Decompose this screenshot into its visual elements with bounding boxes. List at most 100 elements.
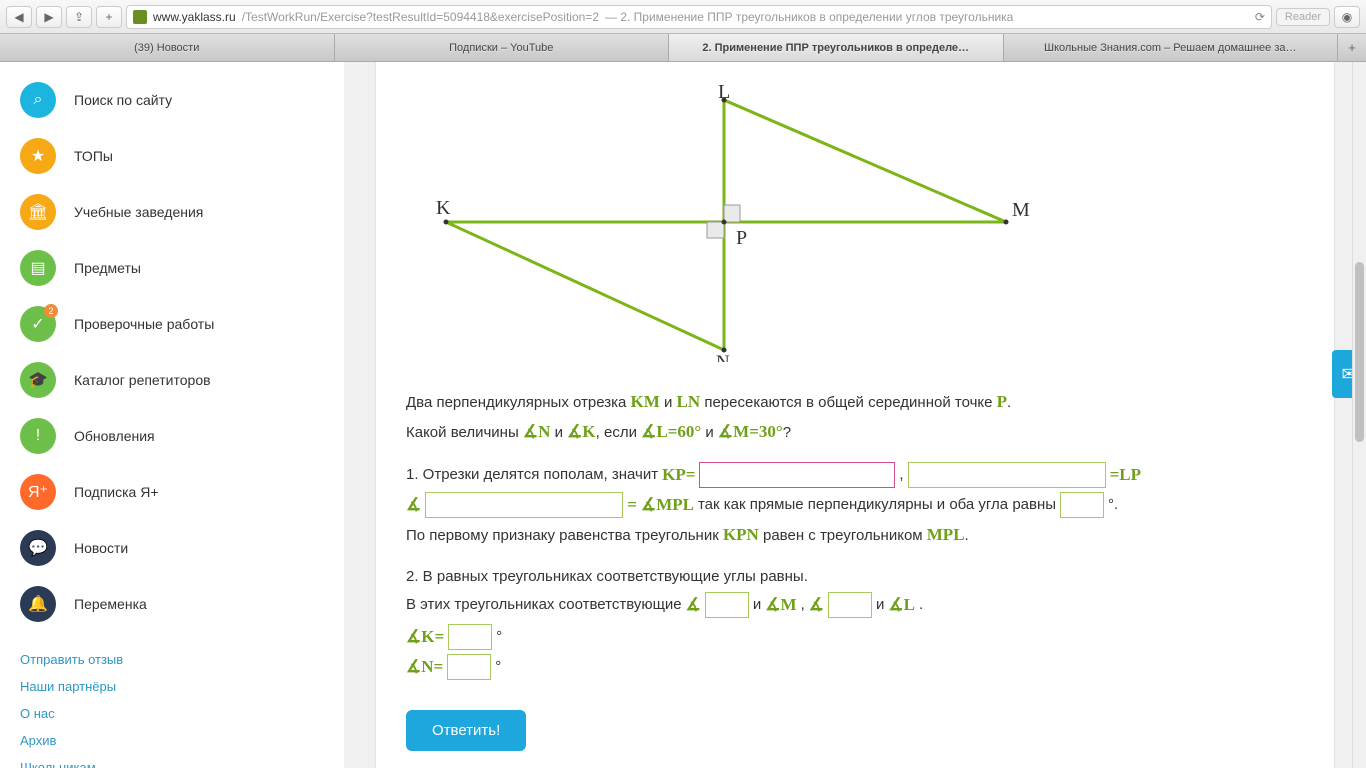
- forward-button[interactable]: ▶: [36, 6, 62, 28]
- tab-1[interactable]: Подписки – YouTube: [335, 34, 670, 61]
- text: так как прямые перпендикулярны и оба угл…: [698, 494, 1056, 517]
- sidebar-item-label: Предметы: [74, 260, 141, 276]
- sidebar-item-1[interactable]: ★ ТОПы: [0, 128, 344, 184]
- input-kp[interactable]: [699, 462, 895, 488]
- text: и: [660, 394, 677, 411]
- settings-button[interactable]: ◉: [1334, 6, 1360, 28]
- problem-text: Два перпендикулярных отрезка KM и LN пер…: [406, 389, 1304, 751]
- url-path: /TestWorkRun/Exercise?testResultId=50944…: [242, 10, 599, 24]
- sidebar-item-label: Поиск по сайту: [74, 92, 172, 108]
- sidebar-item-3[interactable]: ▤Предметы: [0, 240, 344, 296]
- sidebar-links: Отправить отзывНаши партнёрыО насАрхивШк…: [0, 632, 344, 768]
- var-lp: =LP: [1110, 462, 1141, 488]
- text: По первому признаку равенства треугольни…: [406, 527, 723, 544]
- search-icon: ⌕: [20, 82, 56, 118]
- sidebar-link-0[interactable]: Отправить отзыв: [20, 646, 324, 673]
- reload-icon[interactable]: ⟳: [1255, 10, 1265, 24]
- text: .: [965, 527, 969, 544]
- sidebar-item-9[interactable]: 🔔Переменка: [0, 576, 344, 632]
- grad-icon: 🎓: [20, 362, 56, 398]
- tab-0[interactable]: (39) Новости: [0, 34, 335, 61]
- sidebar-item-label: Проверочные работы: [74, 316, 214, 332]
- sidebar-item-0[interactable]: ⌕ Поиск по сайту: [0, 72, 344, 128]
- site-favicon: [133, 10, 147, 24]
- angle-l2: L: [888, 592, 915, 618]
- sidebar-item-6[interactable]: !Обновления: [0, 408, 344, 464]
- input-corr2[interactable]: [828, 592, 872, 618]
- text: , если: [596, 424, 641, 441]
- star-icon: ★: [20, 138, 56, 174]
- input-corr1[interactable]: [705, 592, 749, 618]
- chat-icon: 💬: [20, 530, 56, 566]
- angle-icon: [686, 592, 701, 618]
- url-host: www.yaklass.ru: [153, 10, 236, 24]
- angle-k: K: [567, 422, 595, 441]
- label-p: P: [736, 227, 747, 249]
- tab-3[interactable]: Школьные Знания.com – Решаем домашнее за…: [1004, 34, 1339, 61]
- angle-mpl: MPL: [641, 492, 694, 518]
- sidebar-item-8[interactable]: 💬 Новости: [0, 520, 344, 576]
- text: ?: [783, 424, 791, 441]
- text: и: [701, 424, 718, 441]
- angle-n: N: [523, 422, 551, 441]
- url-title: — 2. Применение ППР треугольников в опре…: [605, 10, 1013, 24]
- var-kp: KP=: [662, 462, 695, 488]
- text: равен с треугольником: [759, 527, 927, 544]
- input-angle-left[interactable]: [425, 492, 623, 518]
- sidebar-link-4[interactable]: Школьникам: [20, 754, 324, 768]
- text: пересекаются в общей серединной точке: [700, 394, 997, 411]
- sidebar: ⌕ Поиск по сайту ★ ТОПы 🏛 Учебные заведения ▤П…: [0, 62, 344, 768]
- badge: 2: [44, 304, 58, 318]
- angle-m2: M: [765, 592, 796, 618]
- text: 2. В равных треугольниках соответствующи…: [406, 566, 1304, 589]
- input-n[interactable]: [447, 654, 491, 680]
- new-tab-button[interactable]: +: [1338, 34, 1366, 61]
- scrollbar[interactable]: [1352, 62, 1366, 768]
- input-deg[interactable]: [1060, 492, 1104, 518]
- angle-m: M=30°: [718, 422, 783, 441]
- text: °: [495, 656, 501, 679]
- add-button[interactable]: +: [96, 6, 122, 28]
- input-k[interactable]: [448, 624, 492, 650]
- scrollbar-thumb[interactable]: [1355, 262, 1364, 442]
- sidebar-item-7[interactable]: Я⁺ Подписка Я+: [0, 464, 344, 520]
- sidebar-item-5[interactable]: 🎓Каталог репетиторов: [0, 352, 344, 408]
- sidebar-item-label: Подписка Я+: [74, 484, 159, 500]
- sidebar-item-4[interactable]: ✓2Проверочные работы: [0, 296, 344, 352]
- reader-button[interactable]: Reader: [1276, 8, 1330, 26]
- text: .: [1007, 394, 1011, 411]
- angle-n-eq: N=: [406, 654, 443, 680]
- sidebar-link-1[interactable]: Наши партнёры: [20, 673, 324, 700]
- url-bar[interactable]: www.yaklass.ru/TestWorkRun/Exercise?test…: [126, 5, 1272, 29]
- input-lp-left[interactable]: [908, 462, 1106, 488]
- submit-button[interactable]: Ответить!: [406, 710, 526, 751]
- sidebar-item-label: Новости: [74, 540, 128, 556]
- angle-l: L=60°: [641, 422, 701, 441]
- tab-2[interactable]: 2. Применение ППР треугольников в опреде…: [669, 34, 1004, 61]
- yplus-icon: Я⁺: [20, 474, 56, 510]
- bank-icon: 🏛: [20, 194, 56, 230]
- text: и: [753, 594, 761, 617]
- sidebar-item-label: ТОПы: [74, 148, 113, 164]
- var-kpn: KPN: [723, 525, 759, 544]
- sidebar-link-3[interactable]: Архив: [20, 727, 324, 754]
- back-button[interactable]: ◀: [6, 6, 32, 28]
- text: 1. Отрезки делятся пополам, значит: [406, 464, 658, 487]
- sidebar-item-2[interactable]: 🏛 Учебные заведения: [0, 184, 344, 240]
- text: и: [876, 594, 884, 617]
- sidebar-link-2[interactable]: О нас: [20, 700, 324, 727]
- label-n: N: [716, 352, 730, 362]
- content-area: K L M N P Два перпендикулярных отрезка K…: [344, 62, 1366, 768]
- angle-icon: [406, 492, 421, 518]
- var-mpl: MPL: [927, 525, 965, 544]
- label-k: K: [436, 197, 451, 219]
- sidebar-item-label: Переменка: [74, 596, 147, 612]
- browser-toolbar: ◀ ▶ ⇪ + www.yaklass.ru/TestWorkRun/Exerc…: [0, 0, 1366, 34]
- text: Два перпендикулярных отрезка: [406, 394, 631, 411]
- sidebar-item-label: Учебные заведения: [74, 204, 203, 220]
- text: =: [627, 492, 637, 518]
- var-km: KM: [631, 392, 660, 411]
- text: °.: [1108, 494, 1118, 517]
- share-button[interactable]: ⇪: [66, 6, 92, 28]
- geometry-diagram: K L M N P: [416, 82, 1056, 362]
